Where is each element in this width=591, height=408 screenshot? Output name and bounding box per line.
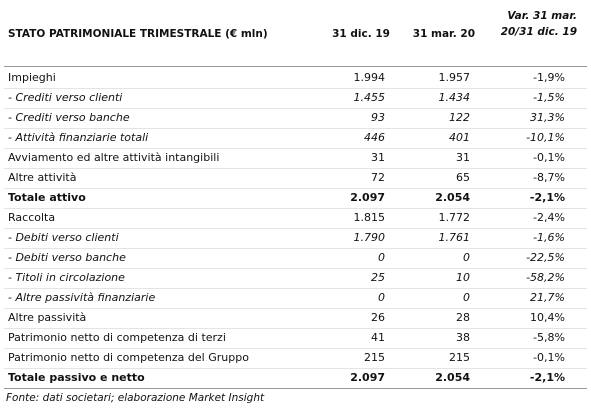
row-label: - Attività finanziarie totali [8, 131, 149, 144]
cell: -1,5% [533, 91, 565, 104]
cell: -5,8% [533, 331, 565, 344]
cell: -8,7% [533, 171, 565, 184]
row-label: Totale passivo e netto [8, 371, 145, 384]
cell: 0 [378, 291, 385, 304]
cell: 10 [456, 271, 470, 284]
cell: 446 [364, 131, 385, 144]
cell: 21,7% [530, 291, 565, 304]
cell: -22,5% [526, 251, 565, 264]
header-label: STATO PATRIMONIALE TRIMESTRALE (€ mln) [8, 28, 268, 40]
row-divider [4, 248, 587, 249]
cell: 0 [463, 291, 470, 304]
header-col: Var. 31 mar. 20/31 dic. 19 [500, 10, 577, 38]
row-divider [4, 308, 587, 309]
cell: -1,9% [533, 71, 565, 84]
cell: 1.815 [353, 211, 386, 224]
cell: 2.054 [435, 191, 470, 204]
cell: -2,1% [529, 371, 565, 384]
row-label: Totale attivo [8, 191, 86, 204]
cell: -0,1% [533, 351, 565, 364]
row-label: - Altre passività finanziarie [8, 291, 156, 304]
row-label: - Crediti verso banche [8, 111, 130, 124]
cell: 1.455 [353, 91, 386, 104]
row-divider [4, 128, 587, 129]
cell: 2.097 [350, 191, 385, 204]
row-label: Altre attività [8, 171, 77, 184]
cell: 41 [371, 331, 385, 344]
row-label: Patrimonio netto di competenza del Grupp… [8, 351, 249, 364]
cell: 401 [449, 131, 470, 144]
cell: 72 [371, 171, 385, 184]
row-label: Impieghi [8, 71, 56, 84]
row-divider [4, 328, 587, 329]
cell: 31 [456, 151, 470, 164]
header-col: 31 mar. 20 [412, 28, 475, 40]
row-divider [4, 88, 587, 89]
row-divider [4, 348, 587, 349]
row-divider [4, 368, 587, 369]
row-label: Avviamento ed altre attività intangibili [8, 151, 220, 164]
cell: -2,4% [533, 211, 565, 224]
cell: 215 [449, 351, 470, 364]
cell: 2.054 [435, 371, 470, 384]
row-label: Patrimonio netto di competenza di terzi [8, 331, 226, 344]
row-divider [4, 228, 587, 229]
footnote: Fonte: dati societari; elaborazione Mark… [6, 392, 265, 404]
cell: 31 [371, 151, 385, 164]
cell: -58,2% [526, 271, 565, 284]
row-label: - Debiti verso banche [8, 251, 126, 264]
cell: 0 [463, 251, 470, 264]
cell: -1,6% [533, 231, 565, 244]
row-label: - Titoli in circolazione [8, 271, 125, 284]
cell: 215 [364, 351, 385, 364]
cell: 0 [378, 251, 385, 264]
cell: 26 [371, 311, 385, 324]
row-divider [4, 168, 587, 169]
cell: 93 [371, 111, 385, 124]
header-col: 31 dic. 19 [332, 28, 390, 40]
cell: 28 [456, 311, 470, 324]
row-divider [4, 268, 587, 269]
cell: -10,1% [526, 131, 565, 144]
cell: 1.761 [438, 231, 471, 244]
cell: 65 [456, 171, 470, 184]
row-divider [4, 208, 587, 209]
row-divider [4, 148, 587, 149]
cell: 38 [456, 331, 470, 344]
cell: 1.957 [438, 71, 471, 84]
cell: 122 [449, 111, 470, 124]
cell: 1.994 [353, 71, 386, 84]
cell: 10,4% [530, 311, 565, 324]
row-label: Altre passività [8, 311, 87, 324]
cell: 31,3% [530, 111, 565, 124]
cell: 1.790 [353, 231, 386, 244]
row-divider [4, 188, 587, 189]
bottom-rule [4, 388, 587, 389]
header-rule [4, 66, 587, 67]
cell: -2,1% [529, 191, 565, 204]
row-label: Raccolta [8, 211, 56, 224]
row-divider [4, 108, 587, 109]
cell: 25 [371, 271, 385, 284]
cell: 2.097 [350, 371, 385, 384]
row-divider [4, 288, 587, 289]
cell: 1.434 [438, 91, 471, 104]
row-label: - Debiti verso clienti [8, 231, 119, 244]
cell: -0,1% [533, 151, 565, 164]
cell: 1.772 [438, 211, 471, 224]
row-label: - Crediti verso clienti [8, 91, 123, 104]
